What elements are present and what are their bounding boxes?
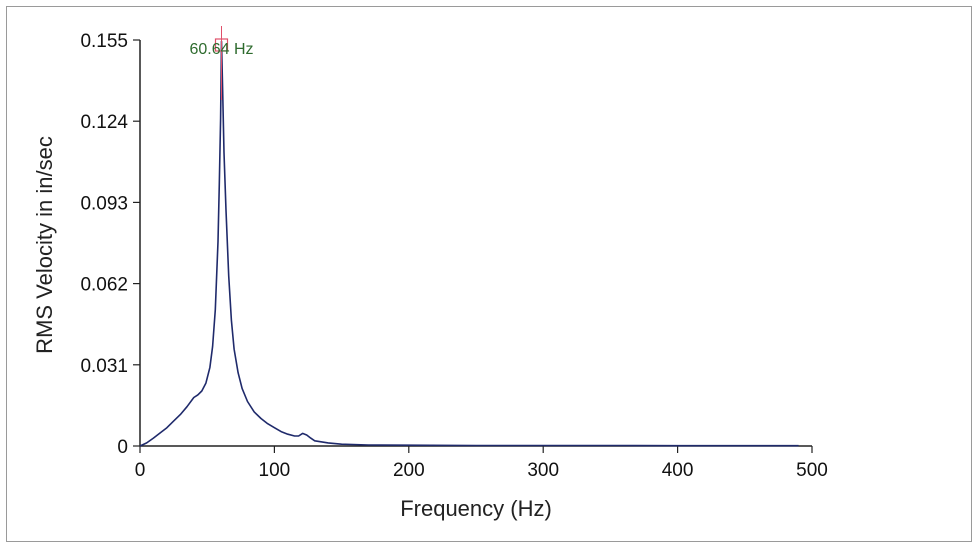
x-tick-label: 0 bbox=[135, 460, 146, 481]
tick-group: 0 100 200 300 400 500 0 0.031 0.062 0.093 0.124 0.1… bbox=[80, 31, 827, 481]
y-tick-label: 0.031 bbox=[80, 356, 128, 377]
x-tick-label: 100 bbox=[259, 460, 291, 481]
y-tick-label: 0 bbox=[117, 437, 128, 458]
peak-marker-box bbox=[214, 38, 229, 52]
x-tick-label: 500 bbox=[796, 460, 828, 481]
x-axis-title: Frequency (Hz) bbox=[400, 496, 552, 521]
spectrum-line bbox=[139, 40, 799, 447]
series-group bbox=[139, 40, 799, 447]
annotation-group: 60.64 Hz bbox=[189, 26, 254, 100]
y-tick-label: 0.155 bbox=[80, 31, 128, 52]
chart-frame bbox=[6, 6, 972, 542]
x-tick-label: 300 bbox=[527, 460, 559, 481]
y-tick-label: 0.124 bbox=[80, 112, 128, 133]
x-tick-label: 400 bbox=[662, 460, 694, 481]
x-tick-label: 200 bbox=[393, 460, 425, 481]
y-tick-label: 0.093 bbox=[80, 193, 128, 214]
y-tick-label: 0.062 bbox=[80, 275, 128, 296]
peak-frequency-label: 60.64 Hz bbox=[189, 41, 253, 58]
y-axis-title: RMS Velocity in in/sec bbox=[32, 136, 57, 354]
